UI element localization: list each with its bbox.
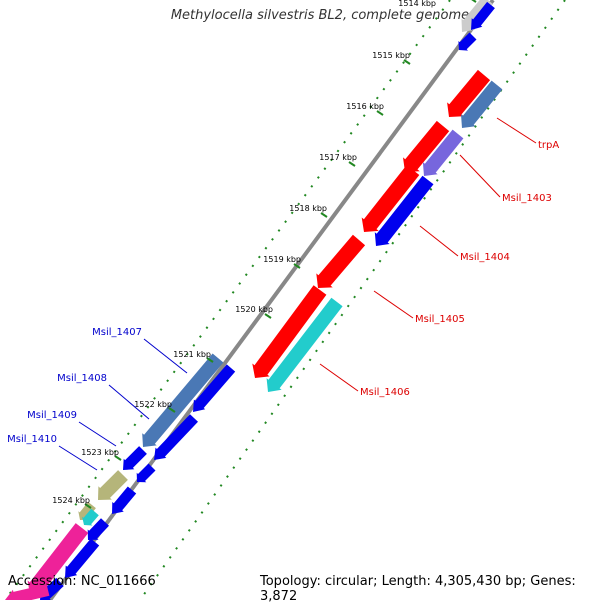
gene-blue-top[interactable]	[471, 1, 495, 31]
gene-cyan-small[interactable]	[82, 508, 99, 526]
tick-label: 1518 kbp	[289, 204, 327, 213]
tick-label: 1520 kbp	[235, 305, 273, 314]
gene-blue-1409b[interactable]	[136, 463, 156, 483]
label-leader-line	[143, 338, 188, 374]
tick-mark	[206, 357, 214, 363]
gene-label-msil1403[interactable]: Msil_1403	[502, 193, 552, 204]
gene-label-msil1407[interactable]: Msil_1407	[92, 327, 142, 338]
tick-layer: 1514 kbp 1515 kbp 1516 kbp 1517 kbp 1518 kbp…	[52, 0, 477, 509]
gene-trpA[interactable]	[461, 80, 503, 128]
gene-Msil-1405[interactable]	[316, 234, 366, 288]
tick-label: 1515 kbp	[372, 51, 410, 60]
tick-mark	[84, 503, 92, 509]
label-leader-line	[373, 290, 414, 319]
gene-red-trpa-partner[interactable]	[447, 69, 491, 117]
gene-label-msil1404[interactable]: Msil_1404	[460, 252, 510, 263]
genome-title: Methylocella silvestris BL2, complete ge…	[170, 8, 470, 23]
label-leader-line	[319, 363, 359, 392]
gene-Msil-1409[interactable]	[123, 446, 147, 470]
tick-mark	[471, 0, 477, 3]
tick-label: 1519 kbp	[263, 255, 301, 264]
tick-mark	[376, 110, 384, 116]
gene-label-msil1408[interactable]: Msil_1408	[57, 373, 107, 384]
gene-magenta[interactable]	[27, 523, 89, 595]
tick-mark	[403, 59, 411, 65]
tick-label: 1517 kbp	[319, 153, 357, 162]
gene-red-3[interactable]	[252, 285, 327, 378]
tick-mark	[168, 407, 176, 413]
accession-text: Accession: NC_011666	[8, 574, 156, 589]
gene-label-msil1409[interactable]: Msil_1409	[27, 410, 77, 421]
gene-Msil-1403[interactable]	[422, 129, 464, 176]
gene-red-1[interactable]	[403, 120, 450, 172]
tick-label: 1521 kbp	[173, 350, 211, 359]
gene-magenta-bottom[interactable]	[5, 584, 50, 600]
tick-mark	[293, 263, 301, 269]
gene-Msil-1404[interactable]	[374, 175, 434, 246]
gene-blue-small[interactable]	[87, 518, 109, 540]
tick-label: 1514 kbp	[398, 0, 436, 8]
tick-label: 1516 kbp	[346, 102, 384, 111]
gene-Msil-1408[interactable]	[154, 414, 198, 460]
gene-olive-small[interactable]	[78, 501, 96, 520]
label-leader-line	[496, 117, 537, 144]
label-layer: trpA Msil_1403 Msil_1404 Msil_1405 Msil_1406…	[7, 117, 559, 471]
gene-Msil-1410[interactable]	[98, 470, 128, 500]
gene-label-msil1406[interactable]: Msil_1406	[360, 387, 410, 398]
tick-mark	[320, 212, 328, 218]
outer-dotted-track	[4, 0, 451, 600]
gene-label-msil1410[interactable]: Msil_1410	[7, 434, 57, 445]
tick-label: 1522 kbp	[134, 400, 172, 409]
gene-blue-bottom[interactable]	[65, 538, 100, 579]
gene-red-2[interactable]	[361, 165, 420, 232]
label-leader-line	[419, 225, 459, 257]
inner-dotted-track	[139, 0, 566, 600]
gene-label-msil1405[interactable]: Msil_1405	[415, 314, 465, 325]
label-leader-line	[78, 421, 117, 447]
tick-label: 1523 kbp	[81, 448, 119, 457]
tick-mark	[348, 161, 356, 167]
label-leader-line	[108, 384, 150, 420]
label-leader-line	[58, 445, 98, 471]
gene-label-trpA[interactable]: trpA	[538, 140, 559, 151]
gene-Msil-1407[interactable]	[142, 353, 224, 448]
gene-blue-top2[interactable]	[458, 32, 477, 51]
tick-mark	[264, 313, 272, 319]
label-leader-line	[459, 154, 501, 198]
gene-blue-1407b[interactable]	[193, 364, 236, 412]
gene-blue-1410b[interactable]	[112, 486, 137, 515]
gene-layer	[5, 0, 503, 600]
tick-mark	[114, 455, 122, 461]
gene-Msil-1406[interactable]	[266, 297, 343, 392]
tick-label: 1524 kbp	[52, 496, 90, 505]
